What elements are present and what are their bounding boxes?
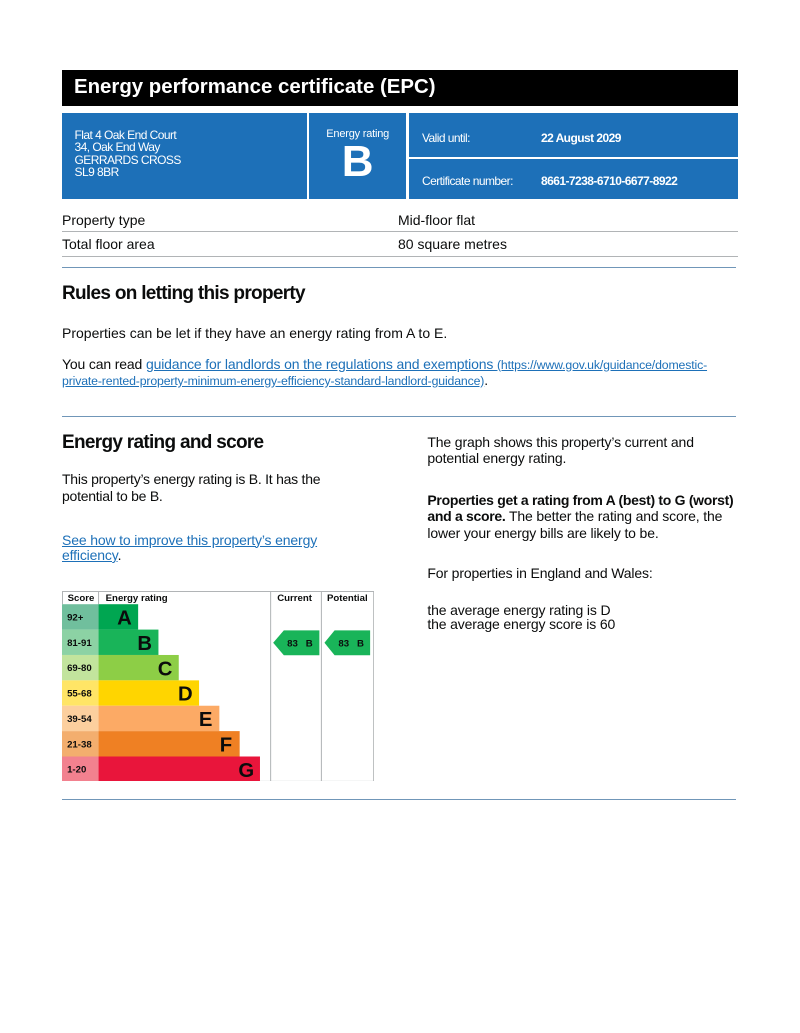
svg-text:1-20: 1-20 bbox=[67, 764, 86, 775]
svg-text:F: F bbox=[219, 734, 231, 756]
svg-text:G: G bbox=[238, 759, 254, 781]
svg-text:B: B bbox=[305, 638, 312, 649]
svg-text:Current: Current bbox=[277, 593, 313, 604]
svg-text:B: B bbox=[357, 638, 364, 649]
svg-text:69-80: 69-80 bbox=[67, 663, 92, 674]
svg-text:39-54: 39-54 bbox=[67, 713, 92, 724]
svg-text:E: E bbox=[198, 709, 212, 731]
svg-text:81-91: 81-91 bbox=[67, 637, 92, 648]
svg-text:Energy rating: Energy rating bbox=[105, 593, 167, 604]
svg-text:B: B bbox=[137, 632, 152, 654]
svg-text:D: D bbox=[178, 683, 193, 705]
svg-text:83: 83 bbox=[338, 638, 349, 649]
svg-text:Potential: Potential bbox=[326, 593, 367, 604]
svg-text:C: C bbox=[157, 658, 172, 680]
svg-text:21-38: 21-38 bbox=[67, 739, 92, 750]
svg-text:92+: 92+ bbox=[67, 612, 84, 623]
svg-text:55-68: 55-68 bbox=[67, 688, 92, 699]
svg-text:Score: Score bbox=[67, 593, 94, 604]
svg-text:A: A bbox=[117, 607, 132, 629]
svg-text:83: 83 bbox=[287, 638, 298, 649]
